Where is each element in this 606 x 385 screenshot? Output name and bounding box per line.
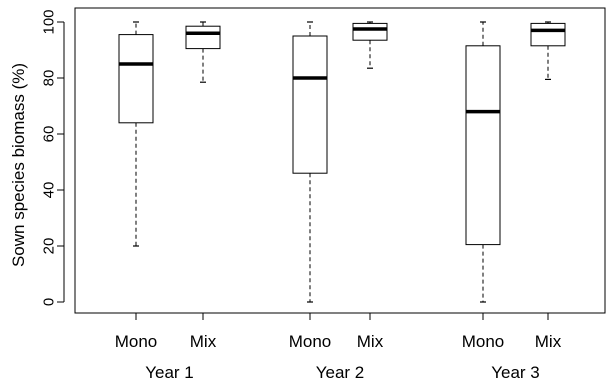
box-iqr [292,35,328,174]
box-iqr [530,22,566,47]
box-iqr [465,45,501,246]
box-iqr [118,34,154,124]
plot-frame [74,7,606,314]
y-tick-label: 100 [41,9,58,34]
plot-layer: 0 20 40 60 80 100 Mono Mix Year 1 Mono Mix Year 2 Mo… [41,7,606,382]
x-category-label: Mono [115,332,158,351]
x-category-label: Mono [289,332,332,351]
box-iqr [352,22,388,41]
x-group-label: Year 1 [145,363,194,382]
x-category-label: Mono [462,332,505,351]
box-iqr [185,25,221,50]
x-category-label: Mix [357,332,384,351]
y-tick-label: 60 [41,126,58,143]
x-group-label: Year 2 [316,363,365,382]
y-axis-label: Sown species biomass (%) [9,63,28,267]
x-group-label: Year 3 [491,363,540,382]
y-tick-label: 80 [41,70,58,87]
y-tick-label: 0 [41,298,58,306]
y-tick-label: 20 [41,238,58,255]
x-category-label: Mix [535,332,562,351]
y-tick-label: 40 [41,182,58,199]
x-category-label: Mix [190,332,217,351]
